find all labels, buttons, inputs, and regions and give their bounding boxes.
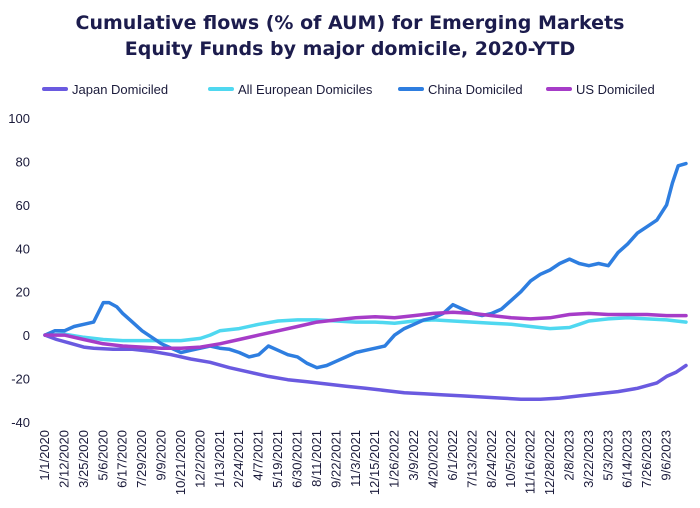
series-line-japan-domiciled <box>43 333 688 401</box>
chart-title-line-2: Equity Funds by major domicile, 2020-YTD <box>124 38 576 60</box>
legend-label-2: China Domiciled <box>428 82 523 97</box>
x-tick-label: 4/20/2022 <box>425 430 440 488</box>
y-tick-label: 0 <box>23 328 30 343</box>
x-tick-label: 3/22/2023 <box>581 430 596 488</box>
legend-label-0: Japan Domiciled <box>72 82 168 97</box>
x-tick-label: 1/26/2022 <box>387 430 402 488</box>
series-line-china-domiciled <box>43 161 688 370</box>
chart-title-line-1: Cumulative flows (% of AUM) for Emerging… <box>75 12 625 34</box>
x-tick-label: 1/13/2021 <box>212 430 227 488</box>
x-tick-label: 3/9/2022 <box>406 430 421 481</box>
y-tick-label: 100 <box>8 111 30 126</box>
x-tick-label: 10/21/2020 <box>173 430 188 495</box>
x-tick-label: 11/3/2021 <box>348 430 363 487</box>
chart-title: Cumulative flows (% of AUM) for Emerging… <box>0 10 700 62</box>
x-tick-label: 5/3/2023 <box>600 430 615 481</box>
x-tick-label: 6/14/2023 <box>620 430 635 488</box>
x-tick-label: 1/1/2020 <box>37 430 52 481</box>
x-tick-label: 9/22/2021 <box>328 430 343 488</box>
x-tick-label: 12/28/2022 <box>542 430 557 495</box>
x-tick-label: 2/24/2021 <box>231 430 246 488</box>
y-axis: -40 -20 0 20 40 60 80 100 <box>8 111 30 430</box>
x-axis: 1/1/2020 2/12/2020 3/25/2020 5/6/2020 6/17/2… <box>37 430 674 495</box>
x-tick-label: 6/17/2020 <box>115 430 130 488</box>
x-tick-label: 7/29/2020 <box>134 430 149 488</box>
x-tick-label: 11/16/2022 <box>523 430 538 494</box>
y-tick-label: 80 <box>16 154 30 169</box>
series-line-us-domiciled <box>43 310 688 350</box>
legend-label-3: US Domiciled <box>576 82 655 97</box>
x-tick-label: 8/24/2022 <box>484 430 499 488</box>
x-tick-label: 7/13/2022 <box>464 430 479 488</box>
y-tick-label: -20 <box>11 372 30 387</box>
x-tick-label: 8/11/2021 <box>309 430 324 487</box>
y-tick-label: 40 <box>16 241 30 256</box>
y-tick-label: 20 <box>16 285 30 300</box>
x-tick-label: 5/6/2020 <box>95 430 110 481</box>
y-tick-label: 60 <box>16 198 30 213</box>
legend: Japan Domiciled All European Domiciles Chi… <box>42 82 655 97</box>
series-lines <box>43 161 688 401</box>
x-tick-label: 10/5/2022 <box>503 430 518 488</box>
x-tick-label: 2/8/2023 <box>561 430 576 481</box>
x-tick-label: 2/12/2020 <box>56 430 71 488</box>
x-tick-label: 12/2/2020 <box>192 430 207 488</box>
legend-label-1: All European Domiciles <box>238 82 373 97</box>
x-tick-label: 5/19/2021 <box>270 430 285 488</box>
x-tick-label: 6/30/2021 <box>290 430 305 488</box>
x-tick-label: 9/6/2023 <box>659 430 674 481</box>
x-tick-label: 12/15/2021 <box>367 430 382 495</box>
x-tick-label: 7/26/2023 <box>639 430 654 488</box>
x-tick-label: 6/1/2022 <box>445 430 460 481</box>
x-tick-label: 3/25/2020 <box>76 430 91 488</box>
y-tick-label: -40 <box>11 415 30 430</box>
x-tick-label: 4/7/2021 <box>251 430 266 481</box>
x-tick-label: 9/9/2020 <box>154 430 169 481</box>
